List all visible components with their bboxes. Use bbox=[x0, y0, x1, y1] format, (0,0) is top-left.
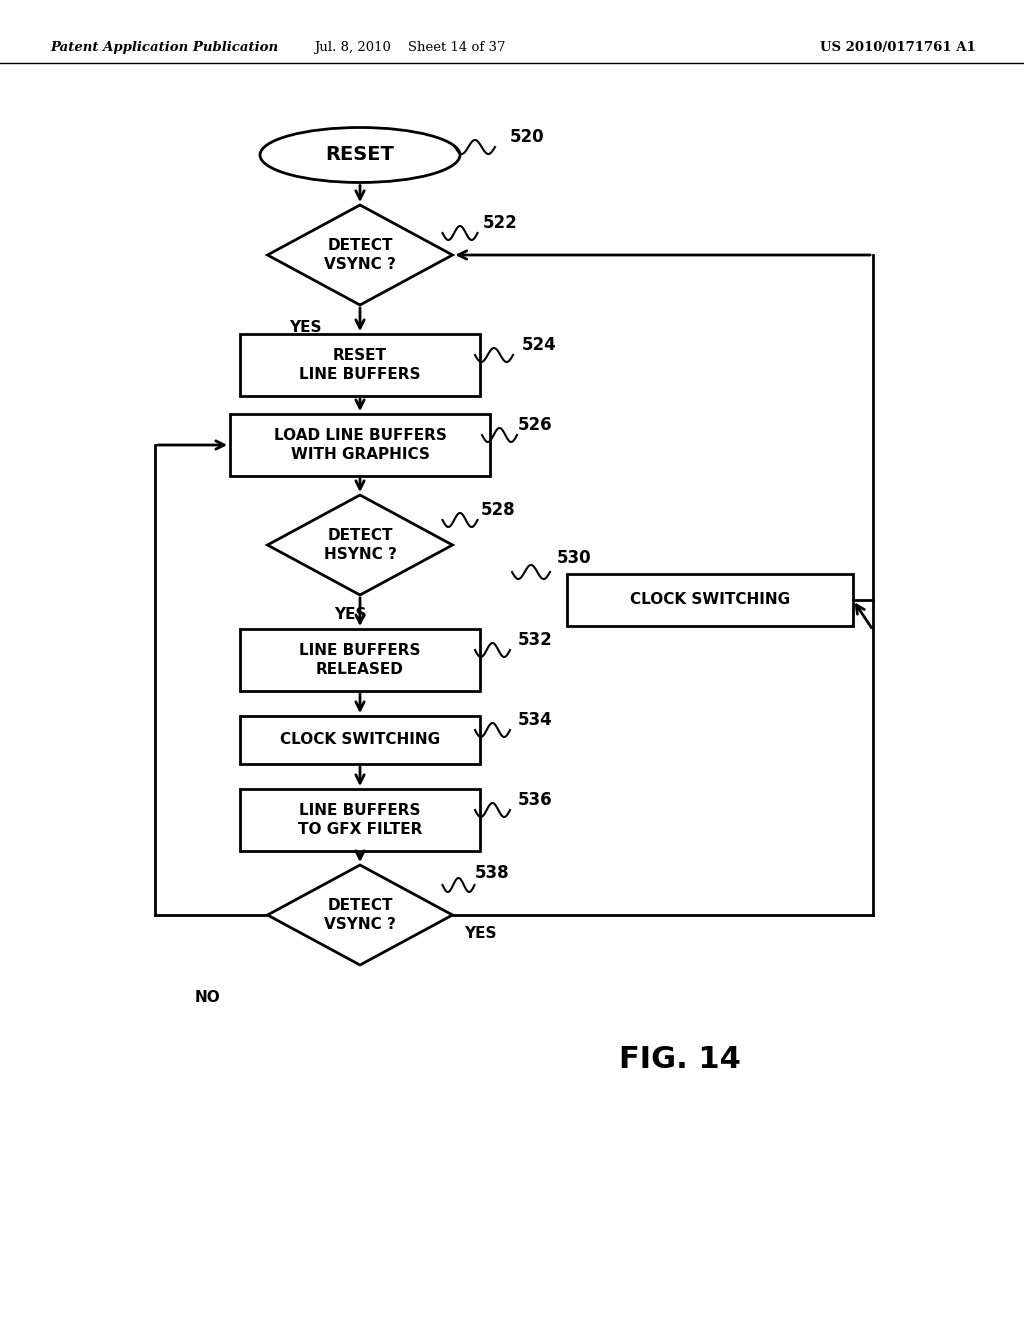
Text: DETECT
VSYNC ?: DETECT VSYNC ? bbox=[324, 898, 396, 932]
Text: YES: YES bbox=[334, 607, 367, 622]
Bar bbox=[240, 715, 480, 764]
Text: FIG. 14: FIG. 14 bbox=[620, 1045, 741, 1074]
Bar bbox=[240, 789, 480, 851]
Text: DETECT
VSYNC ?: DETECT VSYNC ? bbox=[324, 238, 396, 272]
Text: LINE BUFFERS
RELEASED: LINE BUFFERS RELEASED bbox=[299, 643, 421, 677]
Text: CLOCK SWITCHING: CLOCK SWITCHING bbox=[280, 733, 440, 747]
Text: 534: 534 bbox=[518, 711, 553, 729]
Text: Patent Application Publication: Patent Application Publication bbox=[50, 41, 279, 54]
Text: 520: 520 bbox=[510, 128, 545, 147]
Bar bbox=[567, 574, 853, 626]
Text: 532: 532 bbox=[518, 631, 553, 649]
Bar bbox=[240, 630, 480, 690]
Text: 528: 528 bbox=[480, 502, 515, 519]
Text: LOAD LINE BUFFERS
WITH GRAPHICS: LOAD LINE BUFFERS WITH GRAPHICS bbox=[273, 428, 446, 462]
Text: RESET
LINE BUFFERS: RESET LINE BUFFERS bbox=[299, 348, 421, 381]
Text: US 2010/0171761 A1: US 2010/0171761 A1 bbox=[820, 41, 976, 54]
Text: 522: 522 bbox=[482, 214, 517, 232]
Text: 538: 538 bbox=[474, 865, 509, 882]
Bar bbox=[230, 414, 490, 477]
Text: 524: 524 bbox=[522, 337, 557, 354]
Text: 536: 536 bbox=[518, 791, 553, 809]
Text: YES: YES bbox=[289, 319, 322, 335]
Text: LINE BUFFERS
TO GFX FILTER: LINE BUFFERS TO GFX FILTER bbox=[298, 803, 422, 837]
Text: Jul. 8, 2010    Sheet 14 of 37: Jul. 8, 2010 Sheet 14 of 37 bbox=[314, 41, 506, 54]
Text: CLOCK SWITCHING: CLOCK SWITCHING bbox=[630, 593, 791, 607]
Text: 530: 530 bbox=[557, 549, 592, 568]
Text: 526: 526 bbox=[518, 416, 553, 434]
Text: YES: YES bbox=[465, 925, 497, 940]
Text: NO: NO bbox=[195, 990, 220, 1005]
Text: RESET: RESET bbox=[326, 145, 394, 165]
Text: DETECT
HSYNC ?: DETECT HSYNC ? bbox=[324, 528, 396, 562]
Bar bbox=[240, 334, 480, 396]
